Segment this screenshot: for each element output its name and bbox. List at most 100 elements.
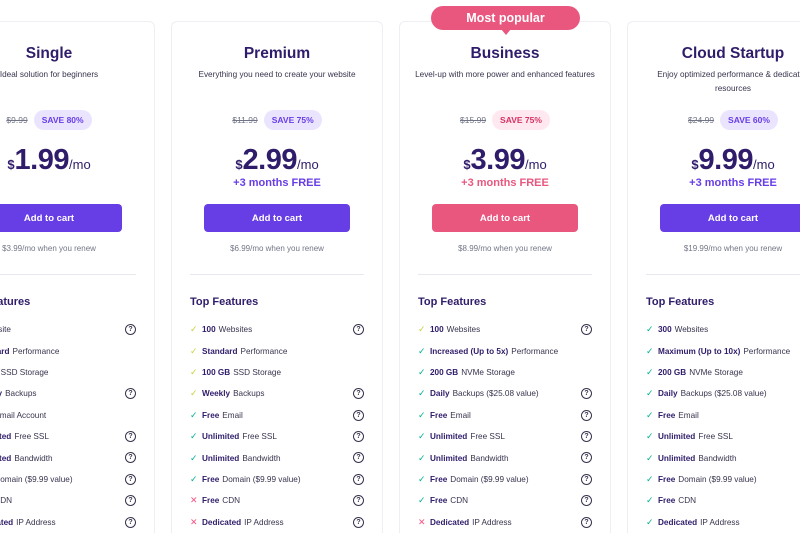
feature-text: CDN [0,496,13,506]
check-icon: ✓ [418,473,426,484]
save-badge: SAVE 75% [492,110,550,130]
plan-name: Cloud Startup [681,45,785,62]
feature-text: IP Address [700,517,740,527]
help-icon[interactable]: ? [581,409,592,421]
feature-item: ✓ 200 GB NVMe Storage [418,362,592,383]
help-icon[interactable]: ? [125,324,136,335]
currency-symbol: $ [691,157,699,172]
help-icon[interactable]: ? [125,495,136,507]
original-price: $24.99 [688,115,715,125]
feature-text: Websites [674,325,709,335]
help-icon[interactable]: ? [581,473,592,485]
price-amount: 3.99 [470,144,526,176]
feature-item: ✓ Free CDN [646,490,800,511]
help-icon[interactable]: ? [353,452,364,464]
check-icon: ✓ [418,366,426,377]
currency-symbol: $ [235,157,243,172]
check-icon: ✓ [418,388,426,399]
help-icon[interactable]: ? [581,495,592,507]
feature-item: ✓ Maximum (Up to 10x) Performance [646,340,800,361]
check-icon: ✓ [646,409,654,420]
feature-highlight: 200 GB [430,367,459,377]
help-icon[interactable]: ? [353,388,364,400]
feature-text: Email Account [0,410,47,420]
help-icon[interactable]: ? [581,324,592,335]
feature-item: ✓ Free Domain ($9.99 value) [646,469,800,490]
help-icon[interactable]: ? [125,516,136,528]
plan-description: Everything you need to create your websi… [198,70,356,79]
help-icon[interactable]: ? [353,495,364,507]
feature-list: ✓ 100 Websites? ✓ Standard Performance ✓ 100 GB… [190,319,364,533]
features-heading: Top Features [418,296,487,308]
feature-highlight: Dedicated [202,517,242,527]
feature-highlight: Free [658,496,676,506]
original-price: $11.99 [232,115,258,125]
add-to-cart-button[interactable]: Add to cart [660,204,800,232]
feature-highlight: Unlimited [0,453,12,463]
help-icon[interactable]: ? [353,324,364,335]
feature-highlight: Unlimited [202,432,240,442]
help-icon[interactable]: ? [125,388,136,400]
currency-symbol: $ [7,157,15,172]
help-icon[interactable]: ? [125,473,136,485]
feature-item: ✓ Increased (Up to 5x) Performance [418,340,592,361]
help-icon[interactable]: ? [353,516,364,528]
check-icon: ✓ [646,388,654,399]
feature-text: Performance [743,346,791,356]
check-icon: ✓ [646,452,654,463]
feature-text: SSD Storage [233,367,282,377]
divider [190,274,364,275]
plan-name: Business [470,45,540,62]
help-icon[interactable]: ? [125,430,136,442]
cross-icon: ✕ [190,516,198,527]
price-amount: 9.99 [698,144,754,176]
feature-highlight: Unlimited [658,453,696,463]
help-icon[interactable]: ? [581,430,592,442]
price-period: /mo [525,157,547,172]
help-icon[interactable]: ? [353,430,364,442]
check-icon: ✓ [418,324,426,335]
original-price: $15.99 [460,115,487,125]
original-price: $9.99 [6,115,28,125]
feature-highlight: Maximum (Up to 10x) [658,346,741,356]
bonus-offer: +3 months FREE [233,177,321,189]
feature-highlight: Unlimited [0,432,12,442]
feature-text: CDN [222,496,241,506]
help-icon[interactable]: ? [353,409,364,421]
help-icon[interactable]: ? [581,452,592,464]
help-icon[interactable]: ? [581,388,592,400]
feature-highlight: Unlimited [658,432,696,442]
feature-highlight: 100 GB [202,367,231,377]
check-icon: ✓ [646,366,654,377]
feature-highlight: Free [430,496,448,506]
feature-highlight: Weekly [202,389,231,399]
feature-highlight: Standard [0,346,10,356]
feature-text: Performance [240,346,288,356]
feature-text: Websites [446,325,481,335]
feature-highlight: Unlimited [430,453,468,463]
help-icon[interactable]: ? [125,452,136,464]
feature-text: Backups ($25.08 value) [452,389,539,399]
plan-price: $9.99/mo [646,144,800,177]
feature-item: ✓ Daily Backups ($25.08 value) [646,383,800,404]
check-icon: ✓ [646,516,654,527]
help-icon[interactable]: ? [353,473,364,485]
feature-text: CDN [450,496,469,506]
add-to-cart-button[interactable]: Add to cart [0,204,122,232]
add-to-cart-button[interactable]: Add to cart [204,204,350,232]
price-amount: 2.99 [242,144,298,176]
add-to-cart-button[interactable]: Add to cart [432,204,578,232]
features-heading: Top Features [0,296,31,308]
feature-item: ✓ Free Domain ($9.99 value)? [418,469,592,490]
discount-row: $11.99 SAVE 75% [190,110,364,130]
discount-row: $15.99 SAVE 75% [418,110,592,130]
help-icon[interactable]: ? [581,516,592,528]
feature-text: Domain ($9.99 value) [0,474,73,484]
